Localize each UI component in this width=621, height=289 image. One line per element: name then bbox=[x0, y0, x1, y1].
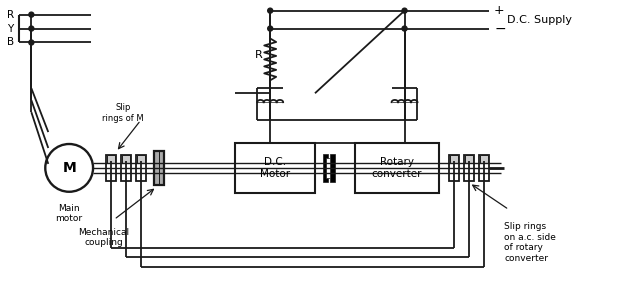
Circle shape bbox=[402, 26, 407, 31]
Text: D.C. Supply: D.C. Supply bbox=[507, 15, 572, 25]
Bar bbox=[106, 155, 116, 181]
Text: R: R bbox=[255, 50, 262, 60]
Circle shape bbox=[29, 40, 34, 45]
Text: Slip rings
on a.c. side
of rotary
converter: Slip rings on a.c. side of rotary conver… bbox=[504, 223, 556, 263]
Bar bbox=[450, 155, 458, 163]
Bar bbox=[235, 143, 315, 193]
Bar bbox=[330, 154, 335, 182]
Bar bbox=[465, 155, 473, 163]
Bar bbox=[136, 155, 146, 181]
Text: +: + bbox=[494, 4, 505, 17]
Text: Main
motor: Main motor bbox=[56, 204, 83, 223]
Text: D.C.
Motor: D.C. Motor bbox=[260, 157, 290, 179]
Bar bbox=[450, 155, 460, 181]
Text: −: − bbox=[494, 22, 505, 36]
Bar bbox=[326, 158, 330, 178]
Bar bbox=[480, 155, 488, 163]
Circle shape bbox=[402, 8, 407, 13]
Bar bbox=[122, 155, 130, 163]
Bar bbox=[107, 155, 115, 163]
Text: Mechanical
coupling: Mechanical coupling bbox=[78, 228, 130, 247]
Circle shape bbox=[29, 26, 34, 31]
Text: M: M bbox=[62, 161, 76, 175]
Text: Slip
rings of M: Slip rings of M bbox=[102, 103, 143, 123]
Circle shape bbox=[268, 26, 273, 31]
Circle shape bbox=[29, 12, 34, 17]
Text: Rotary
converter: Rotary converter bbox=[372, 157, 422, 179]
Text: B: B bbox=[7, 38, 14, 47]
Bar bbox=[355, 143, 440, 193]
Bar bbox=[154, 151, 164, 185]
Bar bbox=[137, 155, 145, 163]
Bar bbox=[121, 155, 131, 181]
Bar bbox=[479, 155, 489, 181]
Circle shape bbox=[45, 144, 93, 192]
Text: R: R bbox=[7, 10, 14, 20]
Circle shape bbox=[268, 8, 273, 13]
Bar bbox=[323, 154, 328, 182]
Text: Y: Y bbox=[7, 24, 14, 34]
Bar bbox=[465, 155, 474, 181]
